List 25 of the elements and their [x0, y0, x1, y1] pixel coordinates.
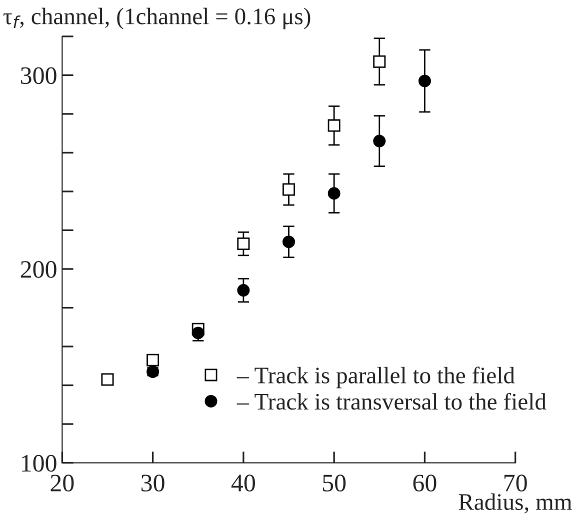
point	[192, 326, 204, 340]
point	[328, 187, 340, 200]
legend-label: – Track is parallel to the field	[236, 366, 515, 388]
y-axis-title: τ$_{f}$, channel, (1channel = 0.16 μs)	[3, 8, 310, 30]
y-tick-label: 200	[20, 261, 56, 278]
y-tick-label: 100	[22, 454, 56, 472]
point	[418, 74, 431, 88]
legend-label: – Track is transversal to the field	[236, 392, 546, 410]
x-tick-label: 50	[323, 474, 346, 492]
x-tick-label: 20	[50, 474, 74, 492]
point	[328, 119, 340, 132]
point	[237, 238, 250, 250]
x-tick-label: 60	[413, 474, 436, 492]
point	[146, 354, 160, 366]
point	[237, 284, 250, 297]
x-tick-label: 30	[142, 474, 164, 492]
x-tick-label: 70	[504, 474, 527, 492]
point	[101, 373, 114, 386]
point	[282, 183, 296, 196]
point	[373, 55, 386, 68]
x-axis-title: Radius, mm	[458, 493, 572, 514]
point	[282, 236, 296, 248]
y-tick-label: 300	[21, 67, 56, 84]
x-tick-label: 40	[231, 474, 255, 492]
point	[373, 134, 386, 148]
